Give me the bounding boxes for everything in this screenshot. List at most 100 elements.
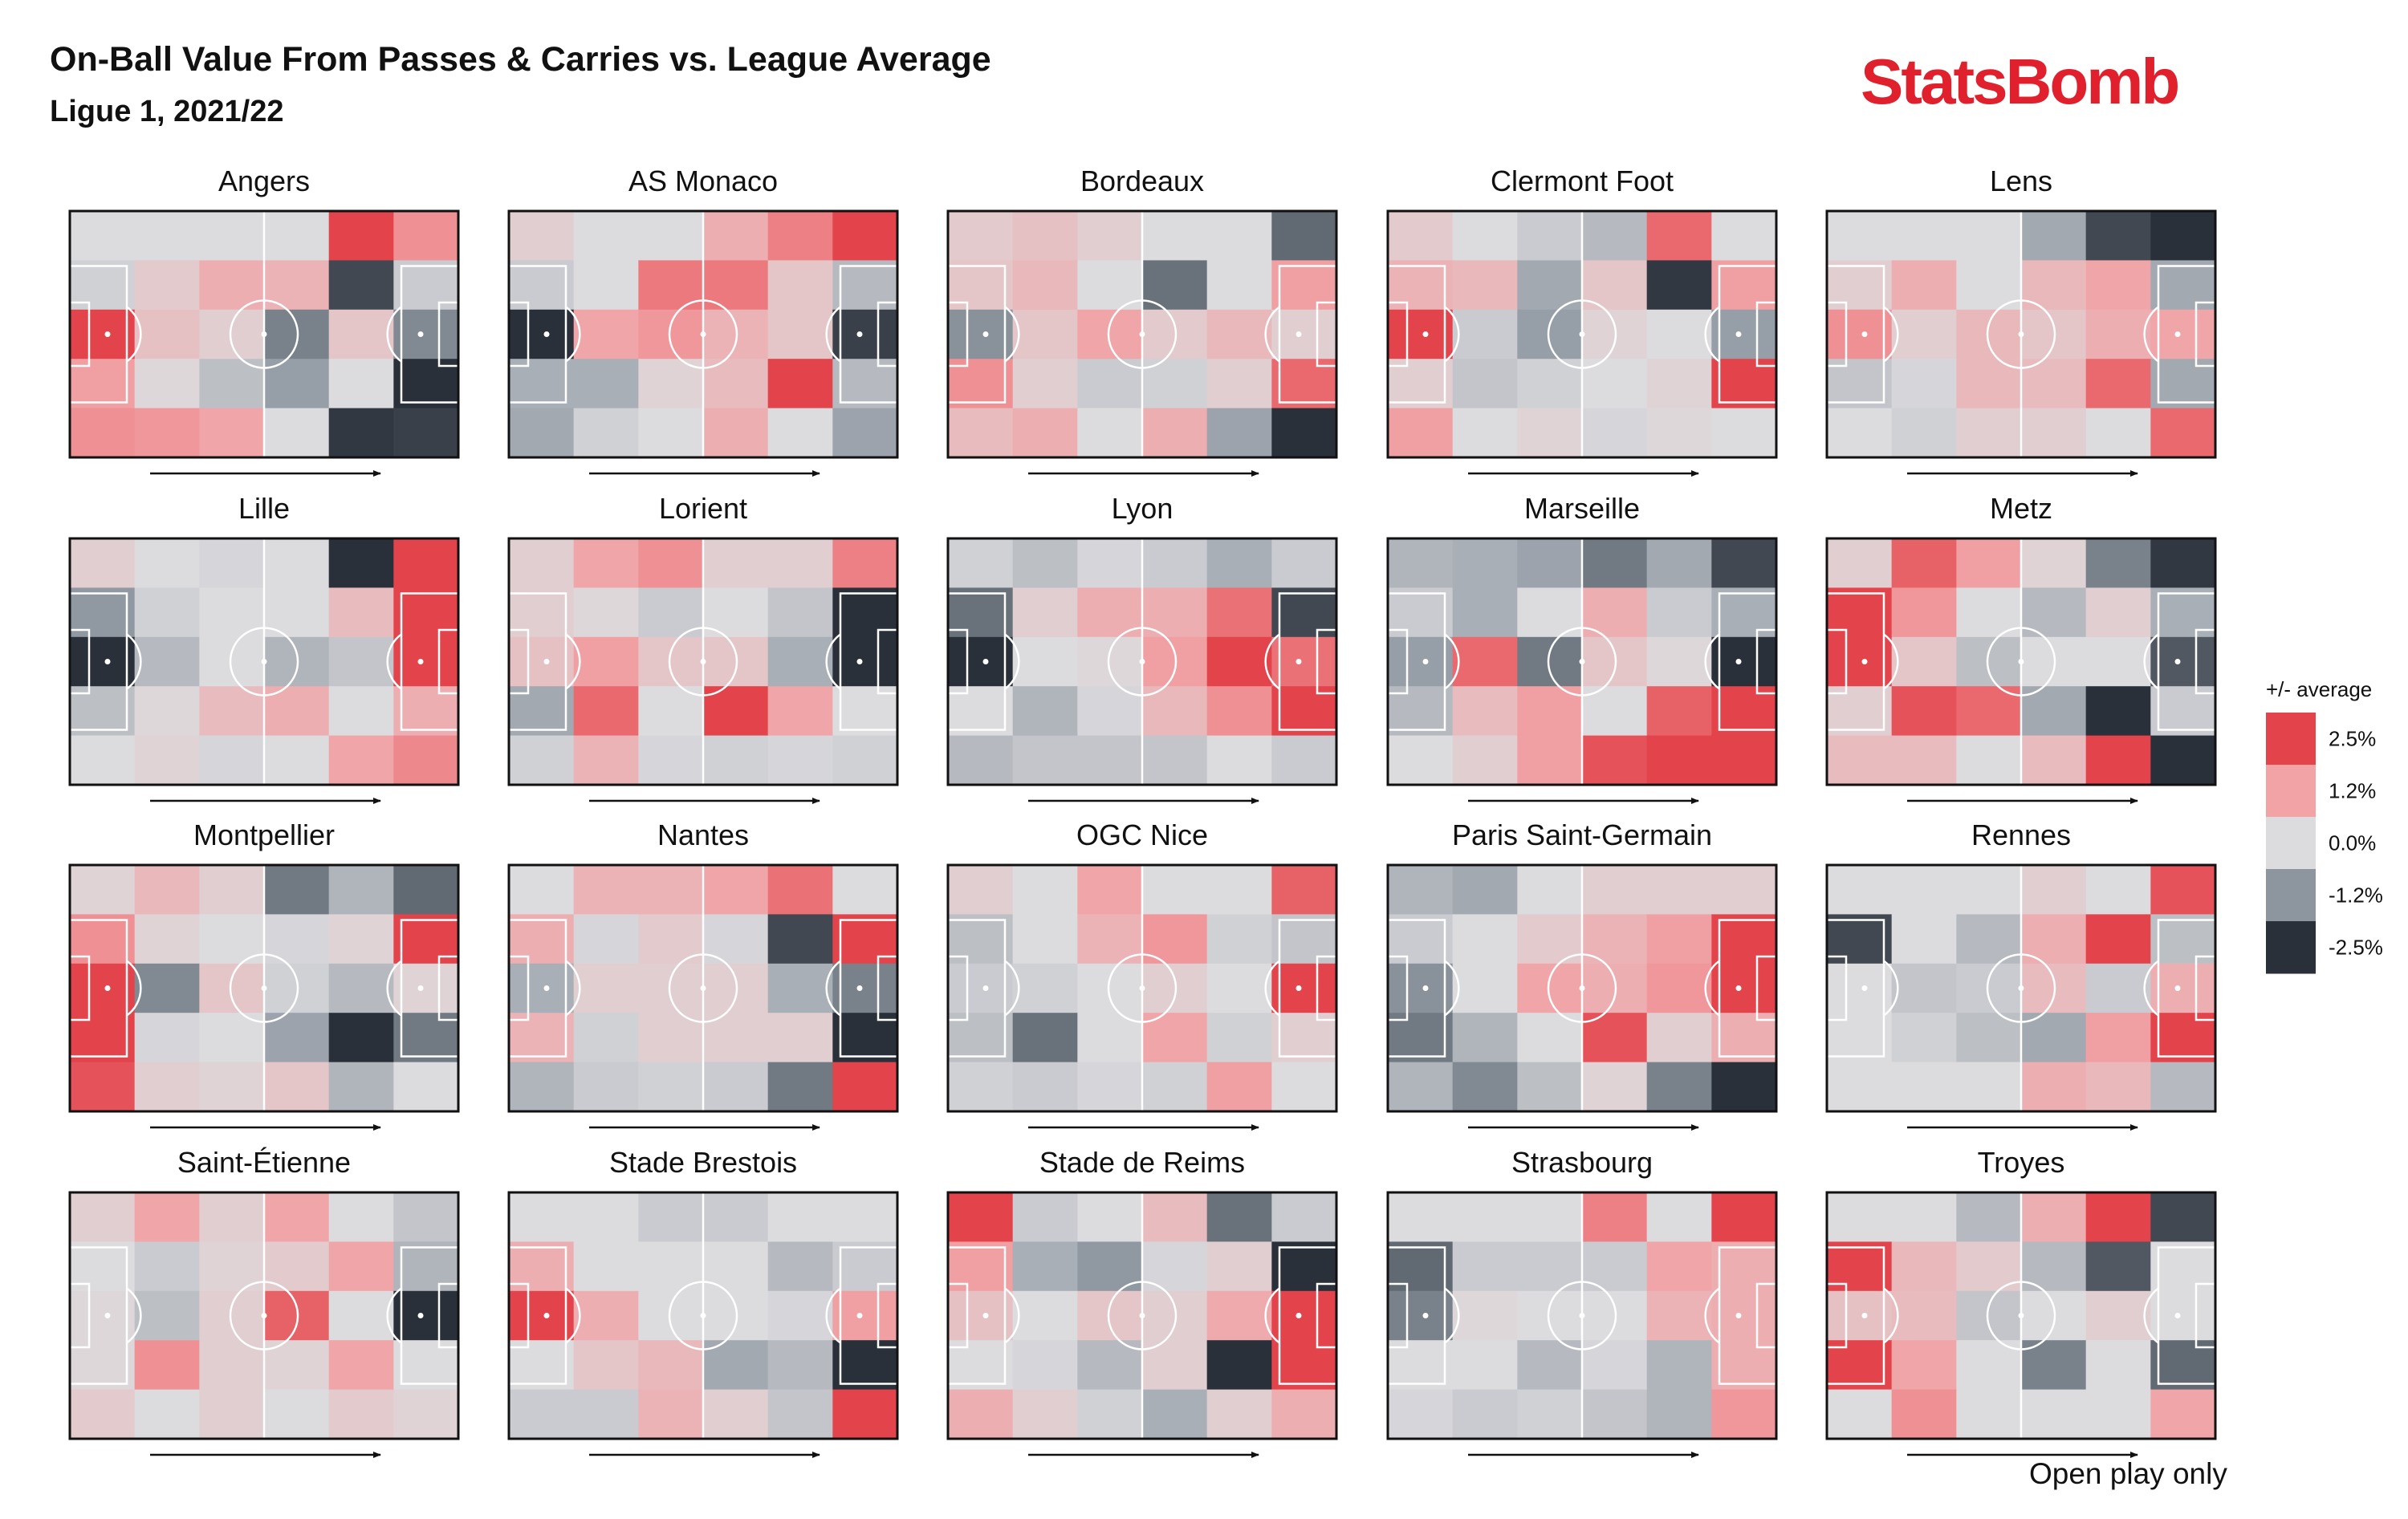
legend-swatch xyxy=(2266,713,2316,766)
heatmap-cell xyxy=(638,538,704,588)
heatmap-cell xyxy=(1646,211,1712,261)
heatmap-cell xyxy=(328,538,394,588)
heatmap-cell xyxy=(1517,1062,1583,1112)
heatmap-cell xyxy=(767,211,833,261)
heatmap-cell xyxy=(1827,1290,1893,1341)
heatmap-cell xyxy=(1646,1389,1712,1440)
team-pitch: Lorient xyxy=(507,492,899,804)
heatmap-cell xyxy=(1582,636,1648,687)
heatmap-cell xyxy=(1142,636,1208,687)
penalty-spot-left xyxy=(1861,985,1868,991)
heatmap-cell xyxy=(134,865,200,915)
heatmap-cell xyxy=(1388,538,1454,588)
heatmap-cell xyxy=(1012,636,1078,687)
penalty-arc-left xyxy=(1004,306,1020,363)
heatmap-cell xyxy=(1646,309,1712,359)
heatmap-cell xyxy=(1452,963,1518,1013)
penalty-arc-right xyxy=(1264,306,1280,363)
penalty-arc-right xyxy=(1704,306,1720,363)
pitch-border xyxy=(68,537,460,786)
center-circle xyxy=(229,1281,299,1350)
penalty-arc-right xyxy=(386,960,402,1017)
heatmap-cell xyxy=(1891,1241,1957,1292)
heatmap-cell xyxy=(2085,260,2151,311)
chart-title: On-Ball Value From Passes & Carries vs. … xyxy=(50,40,991,79)
team-title: OGC Nice xyxy=(1076,818,1208,851)
heatmap-cell xyxy=(1711,636,1777,687)
heatmap-cell xyxy=(199,1192,265,1242)
heatmap-cell xyxy=(573,538,639,588)
center-spot xyxy=(2018,331,2024,337)
heatmap-cell xyxy=(1827,1192,1893,1242)
heatmap-cell xyxy=(767,1013,833,1063)
heatmap-cell xyxy=(2021,735,2087,786)
heatmap-cell xyxy=(1012,963,1078,1013)
center-spot xyxy=(2018,1313,2024,1318)
heatmap-cell xyxy=(1956,865,2022,915)
heatmap-cell xyxy=(1142,538,1208,588)
heatmap-cell xyxy=(832,1013,898,1063)
legend-tick: 0.0% xyxy=(2329,831,2376,855)
heatmap-cell xyxy=(1827,735,1893,786)
heatmap-cell xyxy=(767,1340,833,1391)
team-pitch: OGC Nice xyxy=(946,818,1338,1131)
heatmap-cell xyxy=(1012,538,1078,588)
heatmap-cell xyxy=(328,359,394,409)
heatmap-cell xyxy=(509,408,575,458)
penalty-arc-right xyxy=(386,1287,402,1344)
heatmap-cell xyxy=(1711,1013,1777,1063)
heatmap-cell xyxy=(832,636,898,687)
heatmap-cell xyxy=(134,260,200,311)
heatmap-cell xyxy=(832,735,898,786)
heatmap-cell xyxy=(70,636,136,687)
center-spot xyxy=(1139,985,1145,991)
heatmap-cell xyxy=(573,735,639,786)
heatmap-cell xyxy=(264,1192,330,1242)
heatmap-cell xyxy=(134,1290,200,1341)
heatmap-cell xyxy=(199,538,265,588)
center-spot xyxy=(261,331,267,337)
heatmap-cell xyxy=(2021,211,2087,261)
heatmap-cell xyxy=(1711,963,1777,1013)
penalty-spot-right xyxy=(1296,1313,1302,1318)
heatmap-cell xyxy=(1827,963,1893,1013)
penalty-arc-right xyxy=(386,306,402,363)
heatmap-cell xyxy=(1388,408,1454,458)
heatmap-cell xyxy=(134,408,200,458)
heatmap-cell xyxy=(2021,1192,2087,1242)
heatmap-cell xyxy=(948,309,1014,359)
heatmap-cell xyxy=(1517,408,1583,458)
center-spot xyxy=(700,1313,706,1318)
penalty-arc-right xyxy=(2143,306,2159,363)
heatmap-cell xyxy=(2150,1062,2216,1112)
heatmap-cell xyxy=(1956,1062,2022,1112)
heatmap-cell xyxy=(767,359,833,409)
heatmap-cell xyxy=(1271,686,1337,737)
penalty-spot-right xyxy=(2174,1313,2181,1318)
team-pitch: Montpellier xyxy=(68,818,460,1131)
penalty-spot-left xyxy=(543,331,550,337)
heatmap-cell xyxy=(70,1290,136,1341)
heatmap-cell xyxy=(1077,1290,1143,1341)
penalty-spot-left xyxy=(104,331,111,337)
heatmap-cell xyxy=(638,309,704,359)
heatmap-cell xyxy=(1582,1062,1648,1112)
penalty-arc-left xyxy=(126,306,142,363)
heatmap-cell xyxy=(1517,636,1583,687)
heatmap-cell xyxy=(573,359,639,409)
heatmap-cell xyxy=(328,408,394,458)
heatmap-cell xyxy=(1711,1192,1777,1242)
heatmap-cell xyxy=(1891,1389,1957,1440)
heatmap-cell xyxy=(1582,211,1648,261)
heatmap-cell xyxy=(2150,1192,2216,1242)
heatmap-cell xyxy=(1452,1013,1518,1063)
heatmap-cell xyxy=(1271,211,1337,261)
pitch-border xyxy=(1825,1191,2217,1440)
heatmap-cell xyxy=(1956,538,2022,588)
heatmap-cell xyxy=(638,865,704,915)
heatmap-cell xyxy=(1646,735,1712,786)
heatmap-cell xyxy=(1012,309,1078,359)
heatmap-cell xyxy=(134,587,200,638)
heatmap-cell xyxy=(1517,1192,1583,1242)
heatmap-cell xyxy=(134,359,200,409)
